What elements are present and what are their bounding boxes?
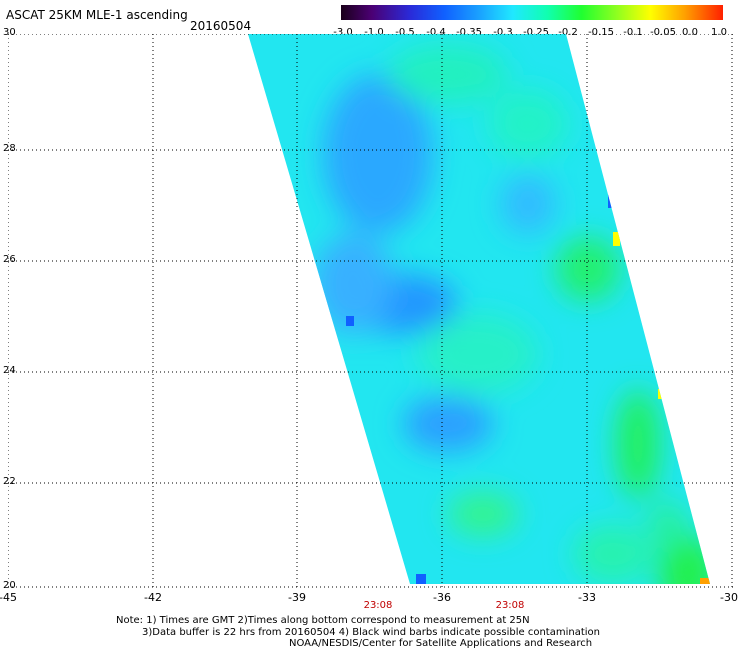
note-line-2: 3)Data buffer is 22 hrs from 20160504 4)… [142, 627, 600, 638]
x-tick-label: -30 [720, 591, 738, 604]
x-tick-label: -39 [288, 591, 306, 604]
colorbar-label: -0.35 [456, 27, 482, 38]
swath [248, 34, 710, 584]
colorbar-label: 0.0 [682, 27, 698, 38]
grid-lines [8, 34, 734, 588]
colorbar-label: -0.5 [395, 27, 415, 38]
colorbar-label: -3.0 [333, 27, 353, 38]
y-tick-label: 30 [3, 27, 16, 38]
colorbar-label: -0.15 [588, 27, 614, 38]
colorbar-label: -0.25 [523, 27, 549, 38]
colorbar-label: 1.0 [711, 27, 727, 38]
pass-time: 23:08 [363, 600, 393, 611]
product-title: ASCAT 25KM MLE-1 ascending [6, 8, 188, 22]
x-tick-label: -33 [578, 591, 596, 604]
y-tick-label: 24 [3, 365, 16, 376]
product-date: 20160504 [190, 19, 252, 33]
y-tick-label: 22 [3, 476, 16, 487]
x-tick-label: -36 [433, 591, 451, 604]
colorbar-label: -0.1 [623, 27, 643, 38]
colorbar-label: -0.05 [650, 27, 676, 38]
note-line-1: Note: 1) Times are GMT 2)Times along bot… [116, 615, 530, 626]
colorbar-label: -0.3 [493, 27, 513, 38]
colorbar [341, 5, 723, 20]
y-tick-label: 26 [3, 254, 16, 265]
x-tick-label: -45 [0, 591, 17, 604]
colorbar-label: -0.2 [558, 27, 578, 38]
pass-time: 23:08 [495, 600, 525, 611]
y-tick-label: 28 [3, 143, 16, 154]
note-line-3: NOAA/NESDIS/Center for Satellite Applica… [289, 638, 593, 649]
colorbar-label: -1.0 [364, 27, 384, 38]
x-tick-label: -42 [144, 591, 162, 604]
colorbar-label: -0.4 [426, 27, 446, 38]
wind-map [8, 34, 734, 588]
y-tick-label: 20 [3, 580, 16, 591]
